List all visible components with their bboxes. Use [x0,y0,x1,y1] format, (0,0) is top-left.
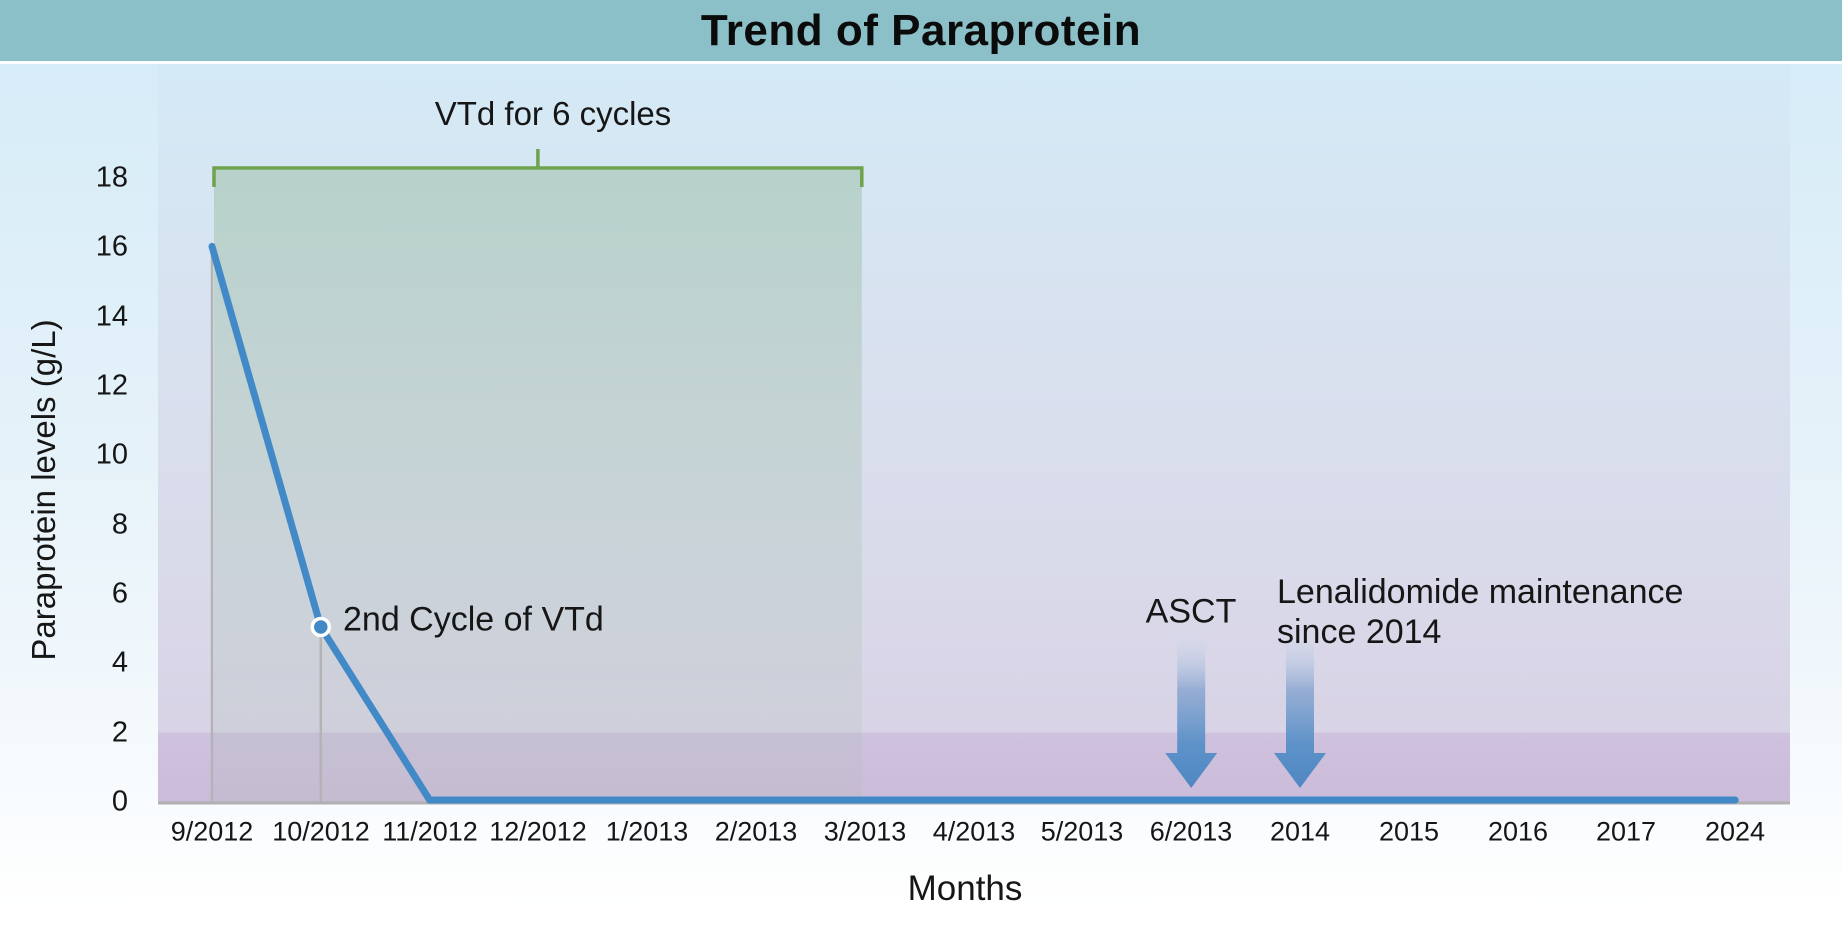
chart-header: Trend of Paraprotein [0,0,1842,64]
y-tick-0: 0 [111,785,128,818]
x-tick-3-2013: 3/2013 [823,816,907,847]
x-tick-6-2013: 6/2013 [1149,816,1233,847]
x-tick-5-2013: 5/2013 [1040,816,1124,847]
x-tick-2014: 2014 [1269,816,1331,847]
y-tick-16: 16 [95,230,128,263]
droplines [210,246,323,802]
x-tick-2024: 2024 [1704,816,1766,847]
asct-label: ASCT [1145,592,1237,631]
plot-region: Paraprotein levels (g/L) 18 16 14 12 10 … [0,64,1842,944]
lenalidomide-label: Lenalidomide maintenance since 2014 [1277,572,1683,652]
lenalidomide-label-line1: Lenalidomide maintenance [1277,573,1684,611]
x-tick-4-2013: 4/2013 [932,816,1016,847]
y-tick-18: 18 [95,161,128,194]
second-cycle-label: 2nd Cycle of VTd [343,600,604,639]
x-tick-2-2013: 2/2013 [714,816,798,847]
y-tick-14: 14 [95,300,128,333]
x-tick-1-2013: 1/2013 [605,816,689,847]
lenalidomide-arrow-icon [1274,630,1326,788]
y-tick-8: 8 [111,508,128,541]
y-tick-2: 2 [111,716,128,749]
y-tick-12: 12 [95,369,128,402]
y-tick-10: 10 [95,438,128,471]
chart-svg [158,64,1790,805]
vtd-treatment-region [214,170,862,802]
x-tick-2015: 2015 [1378,816,1440,847]
x-tick-2017: 2017 [1595,816,1657,847]
second-cycle-marker [310,616,332,638]
lenalidomide-label-line2: since 2014 [1277,613,1442,651]
x-tick-2016: 2016 [1487,816,1549,847]
y-tick-4: 4 [111,646,128,679]
chart-title: Trend of Paraprotein [700,5,1142,55]
y-tick-6: 6 [111,577,128,610]
vtd-bracket [212,149,864,187]
x-tick-9-2012: 9/2012 [170,816,254,847]
x-tick-11-2012: 11/2012 [382,816,478,847]
x-tick-10-2012: 10/2012 [272,816,370,847]
asct-arrow-icon [1165,630,1218,788]
vtd-bracket-label: VTd for 6 cycles [434,95,672,132]
paraprotein-line [208,242,1739,804]
x-tick-12-2012: 12/2012 [489,816,587,847]
x-axis-title: Months [907,869,1023,908]
